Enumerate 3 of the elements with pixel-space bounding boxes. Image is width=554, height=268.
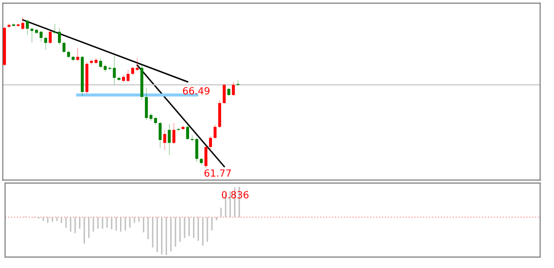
annotation: 66.49 (182, 87, 210, 94)
annotation: 0.836 (222, 191, 248, 198)
text: 61.77 (204, 169, 231, 177)
